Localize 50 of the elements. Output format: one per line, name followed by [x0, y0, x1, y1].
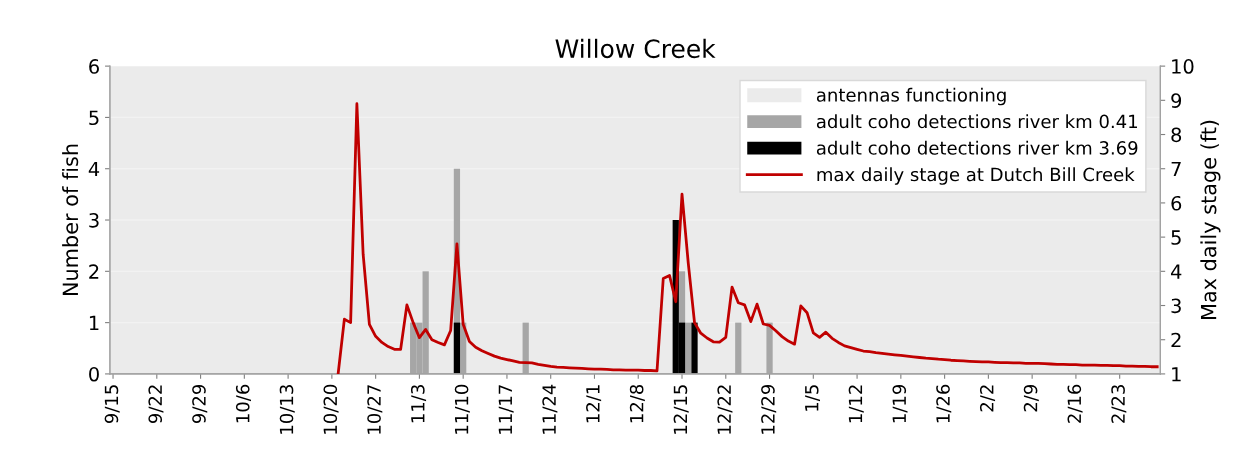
band-label: antennas functioning [816, 87, 1006, 106]
x-tick-label: 11/17 [498, 385, 514, 434]
y-tick-label: 1 [89, 315, 99, 331]
y2-axis-title: Max daily stage (ft) [1200, 120, 1221, 320]
x-tick-label: 1/12 [848, 385, 864, 423]
bar [691, 322, 698, 374]
x-tick-label: 1/5 [805, 385, 820, 411]
x-tick-label: 10/13 [279, 385, 295, 434]
x-tick-label: 2/23 [1111, 385, 1127, 423]
legend-label: max daily stage at Dutch Bill Creek [817, 167, 1135, 185]
y2-tick-label: 5 [1171, 230, 1181, 245]
y-tick-label: 6 [89, 59, 99, 74]
x-tick-label: 12/29 [761, 384, 777, 434]
x-tick-label: 2/16 [1067, 384, 1083, 423]
y2-tick-label: 6 [1171, 195, 1182, 211]
y-tick-label: 5 [89, 110, 99, 126]
x-tick-label: 10/20 [323, 384, 339, 434]
y2-tick-label: 10 [1172, 59, 1194, 74]
x-tick-label: 11/3 [410, 385, 427, 423]
x-tick-label: 1/26 [936, 384, 952, 423]
y2-tick-label: 9 [1171, 93, 1182, 108]
legend-label: adult coho detections river km 0.41 [816, 114, 1137, 129]
x-tick-label: 1/19 [892, 384, 908, 423]
legend-label: adult coho detections river km 3.69 [816, 140, 1138, 155]
chart-title: Willow Creek [555, 38, 716, 59]
y-tick-label: 0 [89, 366, 99, 382]
x-tick-label: 12/8 [629, 384, 645, 423]
x-tick-label: 10/27 [367, 385, 383, 434]
x-tick-label: 11/10 [454, 384, 470, 434]
x-tick-label: 12/15 [673, 385, 689, 434]
x-tick-label: 9/15 [104, 385, 120, 424]
x-tick-label: 11/24 [542, 384, 558, 434]
y2-tick-label: 3 [1171, 298, 1181, 314]
y2-tick-label: 1 [1172, 367, 1181, 382]
x-tick-label: 9/22 [148, 385, 164, 424]
y2-tick-label: 2 [1171, 332, 1181, 348]
bar [453, 322, 461, 374]
x-tick-label: 2/9 [1023, 384, 1039, 412]
x-tick-label: 12/1 [586, 385, 602, 423]
x-tick-label: 10/6 [235, 384, 251, 423]
x-tick-label: 2/2 [979, 385, 996, 412]
x-tick-label: 12/22 [717, 385, 733, 434]
y-tick-label: 4 [88, 161, 100, 177]
x-tick-label: 9/29 [192, 384, 208, 424]
y2-tick-label: 8 [1171, 127, 1182, 143]
y-axis-title: Number of fish [62, 144, 79, 296]
y2-tick-label: 4 [1170, 264, 1182, 279]
y-tick-label: 3 [89, 212, 99, 228]
y2-tick-label: 7 [1171, 161, 1181, 177]
y-tick-label: 2 [89, 264, 99, 279]
